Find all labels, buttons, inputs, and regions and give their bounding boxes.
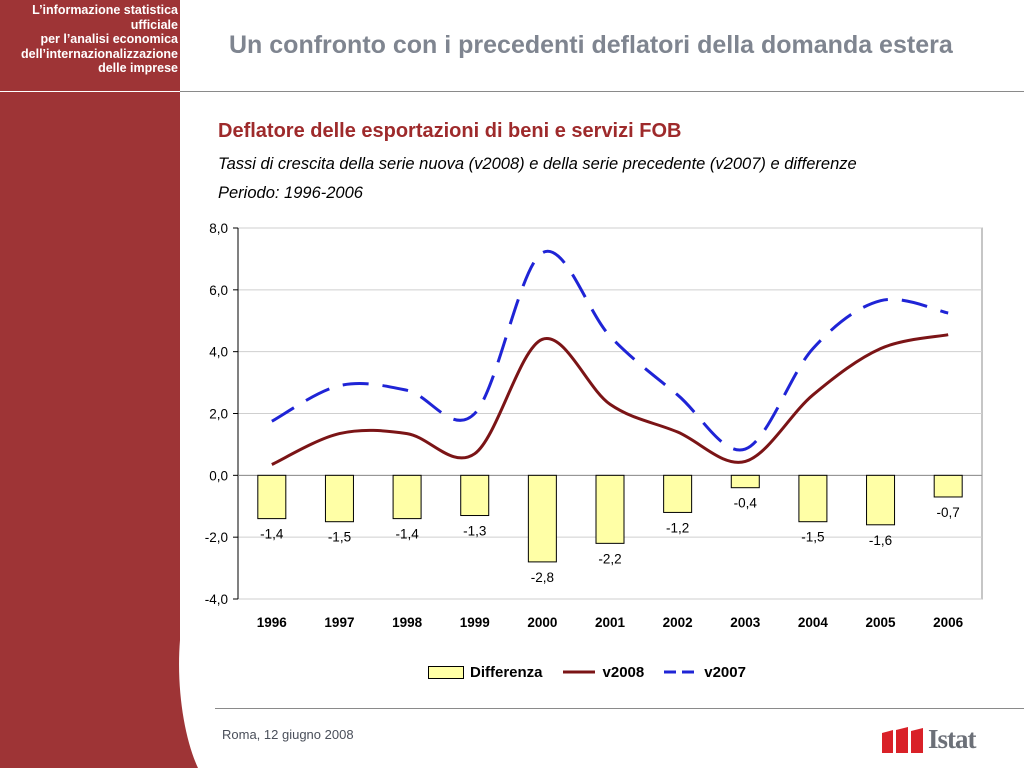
x-tick-label: 1997: [324, 615, 354, 630]
y-tick-label: 8,0: [209, 221, 228, 236]
istat-logo-text: Istat: [928, 724, 976, 754]
series-line-v2008: [271, 333, 949, 466]
x-tick-label: 2002: [663, 615, 693, 630]
bar-data-label: -2,2: [598, 551, 621, 566]
istat-logo: Istat: [880, 724, 976, 755]
legend-item-v2008: v2008: [561, 663, 645, 681]
bar-data-label: -0,7: [937, 505, 960, 520]
legend-label-differenza: Differenza: [470, 663, 543, 681]
x-tick-label: 2004: [798, 615, 829, 630]
footer-divider: [215, 708, 1024, 709]
legend-item-v2007: v2007: [662, 663, 746, 681]
chart-subtitle: Tassi di crescita della serie nuova (v20…: [218, 155, 857, 173]
x-tick-label: 2001: [595, 615, 626, 630]
bar-differenza: [730, 474, 760, 489]
y-tick-label: 6,0: [209, 283, 228, 298]
footer-date: Roma, 12 giugno 2008: [222, 727, 354, 742]
y-tick-label: -4,0: [205, 592, 228, 607]
istat-logo-mark: [882, 726, 923, 753]
sidebar-caption: L’informazione statistica ufficiale per …: [0, 3, 178, 76]
header-divider-sidebar: [0, 91, 180, 92]
legend-label-v2008: v2008: [602, 663, 645, 681]
x-tick-label: 2000: [527, 615, 557, 630]
chart-period: Periodo: 1996-2006: [218, 184, 363, 202]
x-tick-label: 2005: [866, 615, 897, 630]
x-tick-label: 2006: [933, 615, 964, 630]
bar-data-label: -1,4: [260, 527, 284, 542]
sidebar-band: [0, 0, 198, 768]
y-tick-label: -2,0: [205, 530, 228, 545]
bar-data-label: -0,4: [734, 496, 758, 511]
legend-swatch-differenza: [428, 665, 464, 679]
bar-data-label: -1,5: [328, 530, 351, 545]
chart-legend: Differenza v2008 v2007: [428, 662, 764, 682]
bar-differenza: [527, 474, 557, 563]
bar-differenza: [798, 474, 828, 523]
bar-data-label: -1,6: [869, 533, 892, 548]
bar-differenza: [392, 474, 422, 520]
legend-swatch-v2007: [664, 670, 697, 674]
y-tick-label: 0,0: [209, 468, 228, 483]
header-divider: [0, 91, 1024, 92]
sidebar-line: ufficiale: [130, 17, 178, 32]
bar-data-label: -1,4: [395, 527, 419, 542]
bar-differenza: [866, 474, 896, 526]
bar-differenza: [933, 474, 963, 498]
x-tick-label: 1996: [257, 615, 288, 630]
x-tick-label: 1999: [460, 615, 490, 630]
sidebar-line: per l’analisi economica: [40, 32, 178, 46]
bar-data-label: -1,3: [463, 524, 486, 539]
bar-data-label: -2,8: [531, 570, 554, 585]
y-tick-label: 2,0: [209, 407, 228, 422]
sidebar-line: L’informazione statistica: [32, 3, 178, 17]
bar-differenza: [663, 474, 693, 513]
bar-differenza: [460, 474, 490, 517]
legend-swatch-v2008: [562, 670, 595, 674]
bar-differenza: [595, 474, 625, 544]
bar-data-label: -1,5: [801, 530, 824, 545]
y-tick-label: 4,0: [209, 345, 228, 360]
page-title: Un confronto con i precedenti deflatori …: [229, 31, 953, 59]
bar-differenza: [257, 474, 287, 520]
sidebar-line: delle imprese: [98, 61, 178, 75]
bar-differenza: [324, 474, 354, 523]
series-line-v2007: [271, 249, 949, 452]
bar-data-label: -1,2: [666, 520, 689, 535]
chart-title: Deflatore delle esportazioni di beni e s…: [218, 120, 682, 142]
x-tick-label: 2003: [730, 615, 761, 630]
sidebar-line: dell’internazionalizzazione: [21, 46, 178, 61]
legend-item-differenza: Differenza: [428, 664, 543, 681]
x-tick-label: 1998: [392, 615, 423, 630]
legend-label-v2007: v2007: [704, 663, 746, 681]
